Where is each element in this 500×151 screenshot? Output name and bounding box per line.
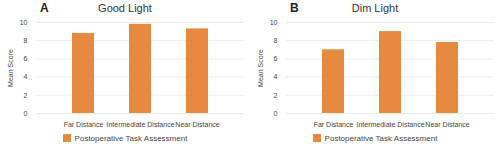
svg-text:Intermediate Distance: Intermediate Distance: [106, 121, 174, 128]
svg-text:Mean Score: Mean Score: [257, 49, 264, 87]
html-text:A: A: [40, 1, 49, 15]
svg-text:6: 6: [24, 55, 28, 62]
svg-text:10: 10: [20, 19, 28, 26]
svg-text:Intermediate Distance: Intermediate Distance: [356, 121, 424, 128]
svg-text:8: 8: [24, 37, 28, 44]
svg-text:Near Distance: Near Distance: [175, 121, 219, 128]
html-text:Good Light: Good Light: [98, 2, 152, 14]
html-text:Postoperative Task Assessment: Postoperative Task Assessment: [324, 133, 438, 143]
html-text:Dim Light: Dim Light: [351, 2, 399, 14]
svg-text:4: 4: [274, 73, 278, 80]
svg-text:4: 4: [24, 73, 28, 80]
svg-text:0: 0: [24, 110, 28, 117]
svg-text:10: 10: [270, 19, 278, 26]
svg-text:Near Distance: Near Distance: [425, 121, 469, 128]
svg-text:Far Distance: Far Distance: [314, 121, 354, 128]
svg-text:2: 2: [24, 92, 28, 99]
svg-text:0: 0: [274, 110, 278, 117]
svg-text:6: 6: [274, 55, 278, 62]
svg-text:8: 8: [274, 37, 278, 44]
svg-text:2: 2: [274, 92, 278, 99]
svg-text:Mean Score: Mean Score: [7, 49, 14, 87]
html-text:B: B: [290, 1, 299, 15]
svg-text:Far Distance: Far Distance: [64, 121, 104, 128]
html-text:Postoperative Task Assessment: Postoperative Task Assessment: [74, 133, 188, 143]
